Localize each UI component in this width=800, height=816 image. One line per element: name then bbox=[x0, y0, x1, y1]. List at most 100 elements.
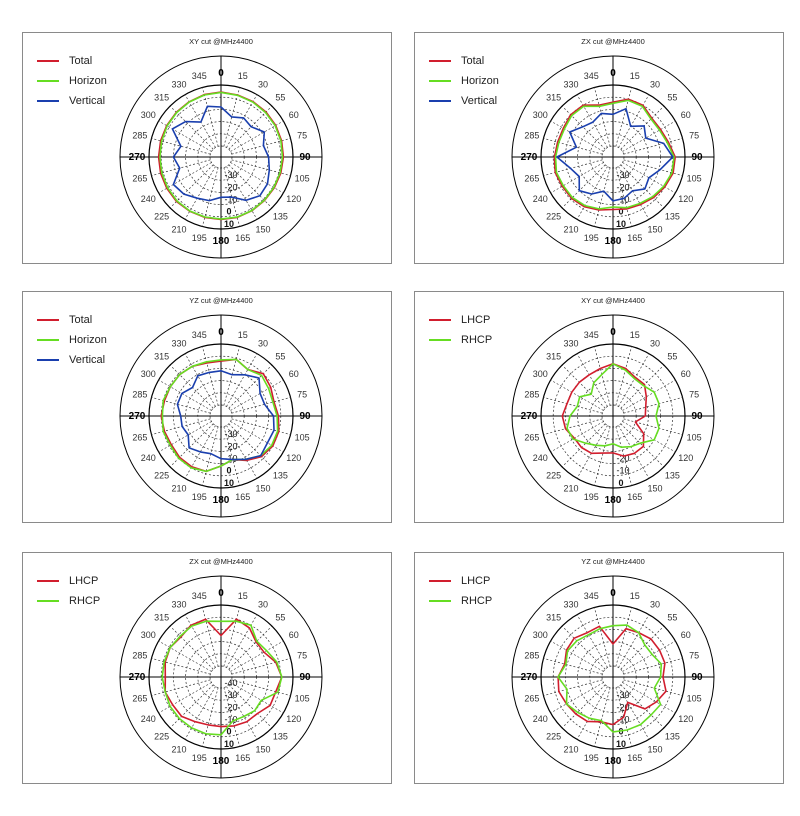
angle-label: 55 bbox=[275, 613, 285, 623]
angle-label: 210 bbox=[171, 225, 186, 235]
angle-label: 345 bbox=[192, 330, 207, 340]
ring-label: -10 bbox=[616, 195, 629, 205]
grid-spoke bbox=[223, 346, 240, 406]
legend-item-rhcp: RHCP bbox=[37, 591, 100, 611]
angle-label: 195 bbox=[584, 492, 599, 502]
angle-label: 105 bbox=[687, 433, 702, 443]
grid-spoke bbox=[618, 614, 650, 668]
angle-label: 285 bbox=[524, 650, 539, 660]
legend-swatch bbox=[429, 600, 451, 602]
legend-swatch bbox=[37, 600, 59, 602]
angle-label: 315 bbox=[154, 613, 169, 623]
angle-label: 195 bbox=[584, 233, 599, 243]
ring-label: -20 bbox=[224, 182, 237, 192]
angle-label: 345 bbox=[584, 591, 599, 601]
grid-spoke bbox=[202, 346, 219, 406]
angle-label: 225 bbox=[546, 731, 561, 741]
angle-label: 180 bbox=[605, 236, 622, 247]
angle-label: 330 bbox=[563, 338, 578, 348]
grid-spoke bbox=[228, 625, 273, 670]
angle-label: 330 bbox=[171, 599, 186, 609]
angle-label: 60 bbox=[681, 630, 691, 640]
polar-chart-6: YZ cut @MHz44000153055607590105120135150… bbox=[511, 557, 715, 779]
angle-label: 270 bbox=[129, 152, 146, 163]
legend-label: Vertical bbox=[69, 95, 106, 107]
angle-label: 330 bbox=[563, 599, 578, 609]
angle-label: 315 bbox=[546, 93, 561, 103]
angle-label: 15 bbox=[238, 71, 248, 81]
angle-label: 60 bbox=[289, 369, 299, 379]
legend-label: LHCP bbox=[69, 575, 99, 587]
legend-6: LHCP RHCP bbox=[429, 571, 492, 611]
legend-label: Vertical bbox=[69, 354, 106, 366]
ring-label: -10 bbox=[224, 454, 237, 464]
ring-label: 10 bbox=[224, 739, 234, 749]
legend-label: Horizon bbox=[461, 75, 499, 87]
angle-label: 270 bbox=[521, 152, 538, 163]
chart-title: YZ cut @MHz4400 bbox=[189, 296, 252, 305]
angle-label: 75 bbox=[689, 389, 699, 399]
grid-spoke bbox=[231, 679, 291, 696]
grid-spoke bbox=[226, 353, 258, 407]
legend-label: LHCP bbox=[461, 314, 491, 326]
angle-label: 60 bbox=[681, 369, 691, 379]
legend-label: Total bbox=[69, 55, 93, 67]
grid-spoke bbox=[543, 679, 603, 696]
angle-label: 285 bbox=[132, 389, 147, 399]
angle-label: 135 bbox=[665, 211, 680, 221]
angle-label: 165 bbox=[627, 492, 642, 502]
grid-spoke bbox=[594, 687, 611, 747]
grid-spoke bbox=[169, 625, 214, 670]
grid-spoke bbox=[623, 658, 683, 675]
grid-spoke bbox=[594, 346, 611, 406]
grid-spoke bbox=[550, 640, 604, 672]
grid-spoke bbox=[231, 658, 291, 675]
angle-label: 210 bbox=[563, 225, 578, 235]
angle-label: 60 bbox=[681, 110, 691, 120]
legend-label: Total bbox=[461, 55, 485, 67]
angle-label: 15 bbox=[238, 330, 248, 340]
polar-chart-2: ZX cut @MHz44000153055607590105120135150… bbox=[511, 37, 715, 259]
grid-spoke bbox=[151, 679, 211, 696]
legend-swatch bbox=[37, 339, 59, 341]
grid-spoke bbox=[228, 364, 273, 409]
ring-label: 0 bbox=[226, 466, 231, 476]
angle-label: 265 bbox=[524, 433, 539, 443]
ring-label: 0 bbox=[226, 727, 231, 737]
grid-spoke bbox=[202, 607, 219, 667]
angle-label: 165 bbox=[235, 233, 250, 243]
angle-label: 55 bbox=[275, 352, 285, 362]
ring-label: -30 bbox=[224, 429, 237, 439]
angle-label: 345 bbox=[192, 71, 207, 81]
grid-spoke bbox=[561, 105, 606, 150]
angle-label: 15 bbox=[630, 591, 640, 601]
legend-label: LHCP bbox=[461, 575, 491, 587]
grid-spoke bbox=[230, 162, 284, 194]
ring-label: 0 bbox=[618, 207, 623, 217]
grid-spoke bbox=[202, 87, 219, 147]
legend-swatch bbox=[429, 339, 451, 341]
angle-label: 180 bbox=[213, 495, 230, 506]
angle-label: 55 bbox=[667, 352, 677, 362]
angle-label: 120 bbox=[286, 194, 301, 204]
legend-item-lhcp: LHCP bbox=[429, 310, 492, 330]
series-line-horizon bbox=[554, 99, 675, 210]
legend-item-horizon: Horizon bbox=[37, 330, 107, 350]
angle-label: 105 bbox=[295, 694, 310, 704]
grid-spoke bbox=[151, 658, 211, 675]
angle-label: 55 bbox=[275, 93, 285, 103]
angle-label: 265 bbox=[524, 174, 539, 184]
angle-label: 105 bbox=[295, 433, 310, 443]
angle-label: 150 bbox=[647, 225, 662, 235]
legend-item-vertical: Vertical bbox=[37, 91, 107, 111]
angle-label: 150 bbox=[647, 745, 662, 755]
legend-item-lhcp: LHCP bbox=[429, 571, 492, 591]
angle-label: 195 bbox=[192, 753, 207, 763]
angle-label: 120 bbox=[678, 194, 693, 204]
angle-label: 105 bbox=[687, 174, 702, 184]
legend-item-horizon: Horizon bbox=[429, 71, 499, 91]
angle-label: 315 bbox=[154, 93, 169, 103]
legend-swatch bbox=[37, 80, 59, 82]
series-line-horizon bbox=[159, 91, 284, 220]
grid-spoke bbox=[623, 397, 683, 414]
